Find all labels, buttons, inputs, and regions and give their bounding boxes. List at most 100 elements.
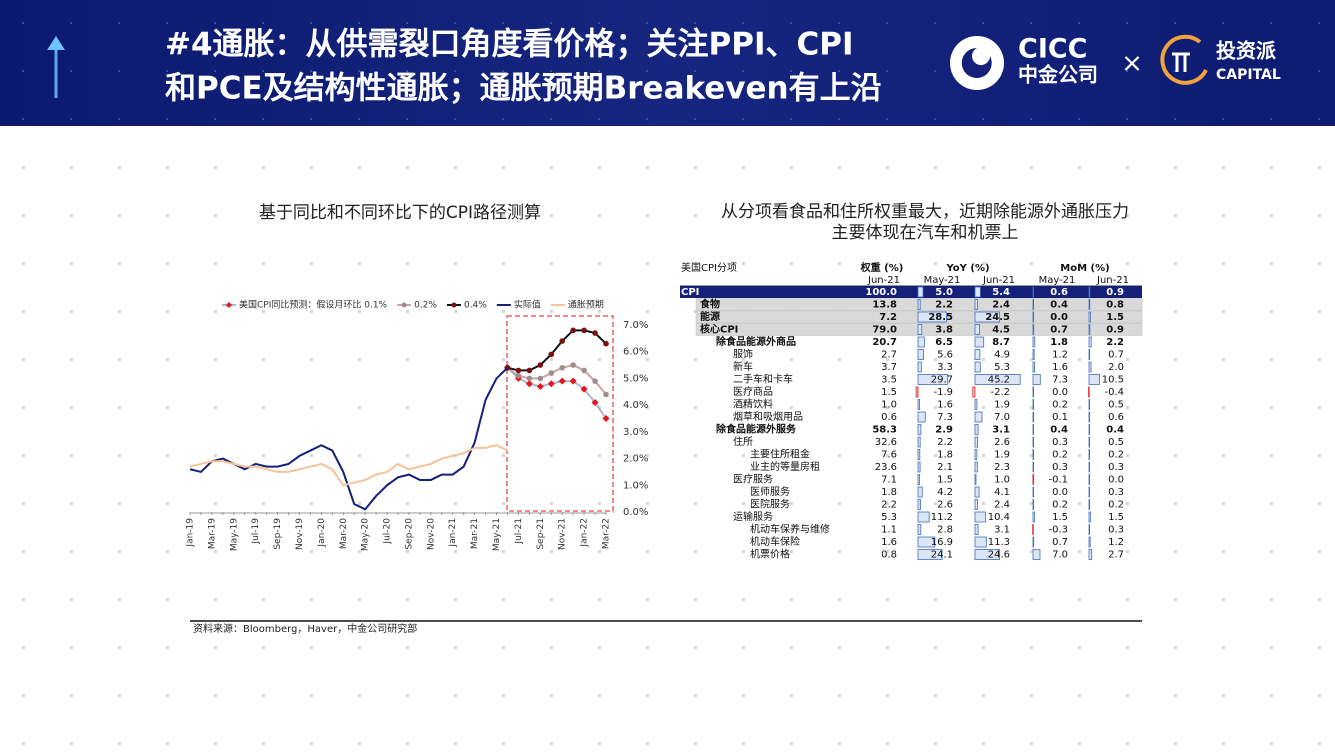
- table-cell: 能源: [700, 310, 720, 323]
- table-title-line: 主要体现在汽车和机票上: [832, 223, 1019, 243]
- legend-marker: [401, 302, 407, 308]
- table-cell: 酒精饮料: [733, 398, 773, 411]
- cell-bar: [974, 511, 986, 523]
- table-cell: 6.5: [935, 337, 953, 348]
- table-subheader: May-21: [1039, 275, 1076, 286]
- table-header: YoY (%): [945, 263, 989, 274]
- table-cell: 3.5: [881, 375, 897, 386]
- x-tick-label: Mar-22: [602, 518, 612, 549]
- table-cell: 0.2: [1052, 500, 1068, 511]
- table-cell: 28.5: [928, 312, 953, 323]
- header-title: #4通胀：从供需裂口角度看价格；关注PPI、CPI: [165, 27, 854, 63]
- point-marker: [570, 362, 576, 368]
- table-cell: 1.6: [881, 537, 897, 548]
- table-cell: 7.0: [1052, 550, 1068, 561]
- table-cell: 主要住所租金: [750, 448, 810, 461]
- table-cell: 24.5: [985, 312, 1010, 323]
- table-header: 美国CPI分项: [681, 261, 737, 274]
- cell-bar: [974, 536, 987, 548]
- header-dots: [0, 0, 1335, 126]
- cell-bar: [1032, 361, 1036, 373]
- series-line: [189, 367, 509, 511]
- cell-bar: [1088, 499, 1091, 510]
- table-cell: 1.5: [1108, 512, 1124, 523]
- table-cell: 0.5: [1108, 437, 1124, 448]
- cell-bar: [1088, 486, 1091, 498]
- source-note: 资料来源：Bloomberg，Haver，中金公司研究部: [193, 622, 417, 635]
- table-cell: 2.7: [881, 350, 897, 361]
- table-cell: 4.9: [994, 350, 1010, 361]
- table-cell: -0.1: [1048, 475, 1068, 486]
- table-cell: 13.8: [872, 300, 897, 311]
- table-cell: 服饰: [733, 348, 753, 361]
- cell-bar: [1032, 299, 1035, 310]
- x-tick-label: Nov-21: [558, 518, 568, 550]
- table-cell: 5.6: [937, 350, 953, 361]
- legend-label: 0.2%: [414, 301, 437, 311]
- cell-bar: [917, 549, 943, 560]
- table-cell: 医院服务: [750, 498, 790, 511]
- table-cell: 2.3: [994, 462, 1010, 473]
- logo-text: CAPITAL: [1216, 67, 1281, 83]
- cell-bar: [1088, 361, 1092, 373]
- cell-bar: [1032, 449, 1035, 460]
- x-tick-label: Sep-19: [273, 518, 283, 550]
- table-cell: 1.1: [881, 525, 897, 536]
- table-cell: -0.4: [1104, 387, 1124, 398]
- table-cell: 除食品能源外商品: [716, 335, 796, 348]
- cicc-logo: [950, 36, 1004, 90]
- chart-title: 基于同比和不同环比下的CPI路径测算: [259, 203, 541, 223]
- table-cell: 0.6: [1108, 412, 1124, 423]
- logo-text: CICC: [1018, 34, 1088, 65]
- table-cell: 医师服务: [750, 485, 790, 498]
- arrow-icon: [47, 36, 65, 98]
- legend-label: 实际值: [514, 299, 541, 311]
- table-cell: 20.7: [872, 337, 897, 348]
- table-cell: 2.2: [937, 437, 953, 448]
- table-cell: 烟草和吸烟用品: [733, 410, 803, 423]
- table-title: 从分项看食品和住所权重最大，近期除能源外通胀压力主要体现在汽车和机票上: [721, 202, 1129, 243]
- cell-bar: [917, 336, 925, 348]
- table-cell: 7.6: [881, 450, 897, 461]
- x-tick-label: Jul-19: [251, 518, 261, 545]
- table-cell: 0.0: [1108, 475, 1124, 486]
- point-marker: [537, 362, 544, 368]
- x-tick-label: Jan-20: [317, 518, 327, 548]
- point-marker: [603, 340, 609, 347]
- table-cell: 24.6: [988, 550, 1010, 561]
- cell-bar: [974, 461, 978, 473]
- table-cell: 29.7: [931, 375, 953, 386]
- cell-bar: [974, 411, 983, 423]
- table-cell: 5.0: [935, 287, 953, 298]
- table-cell: 医疗服务: [733, 473, 773, 486]
- point-marker: [569, 377, 577, 385]
- table-cell: 0.1: [1052, 412, 1068, 423]
- cell-bar: [1088, 424, 1091, 435]
- table-cell: 23.6: [875, 462, 897, 473]
- table-cell: 4.1: [994, 487, 1010, 498]
- table-cell: 1.5: [881, 387, 897, 398]
- cell-bar: [974, 286, 981, 298]
- x-tick-label: Nov-20: [426, 518, 436, 550]
- cell-bar: [1032, 461, 1035, 473]
- table-cell: 0.8: [1106, 300, 1124, 311]
- table-cell: 0.4: [1050, 300, 1068, 311]
- table-cell: 1.5: [1106, 312, 1124, 323]
- table-cell: 3.7: [881, 362, 897, 373]
- cell-bar: [1088, 324, 1091, 335]
- table-cell: 100.0: [865, 287, 897, 298]
- table-cell: 0.2: [1108, 500, 1124, 511]
- table-cell: 0.9: [1106, 325, 1124, 336]
- table-cell: 2.6: [994, 437, 1010, 448]
- cell-bar: [917, 499, 921, 510]
- cell-bar: [1032, 336, 1036, 348]
- point-marker: [570, 327, 576, 334]
- cell-bar: [1032, 511, 1035, 523]
- table-subheader: Jun-21: [867, 275, 900, 286]
- table-cell: 32.6: [875, 437, 897, 448]
- table-cell: 0.9: [1106, 287, 1124, 298]
- table-cell: 0.7: [1050, 325, 1068, 336]
- cell-bar: [1032, 324, 1035, 335]
- table-header: MoM (%): [1060, 263, 1109, 274]
